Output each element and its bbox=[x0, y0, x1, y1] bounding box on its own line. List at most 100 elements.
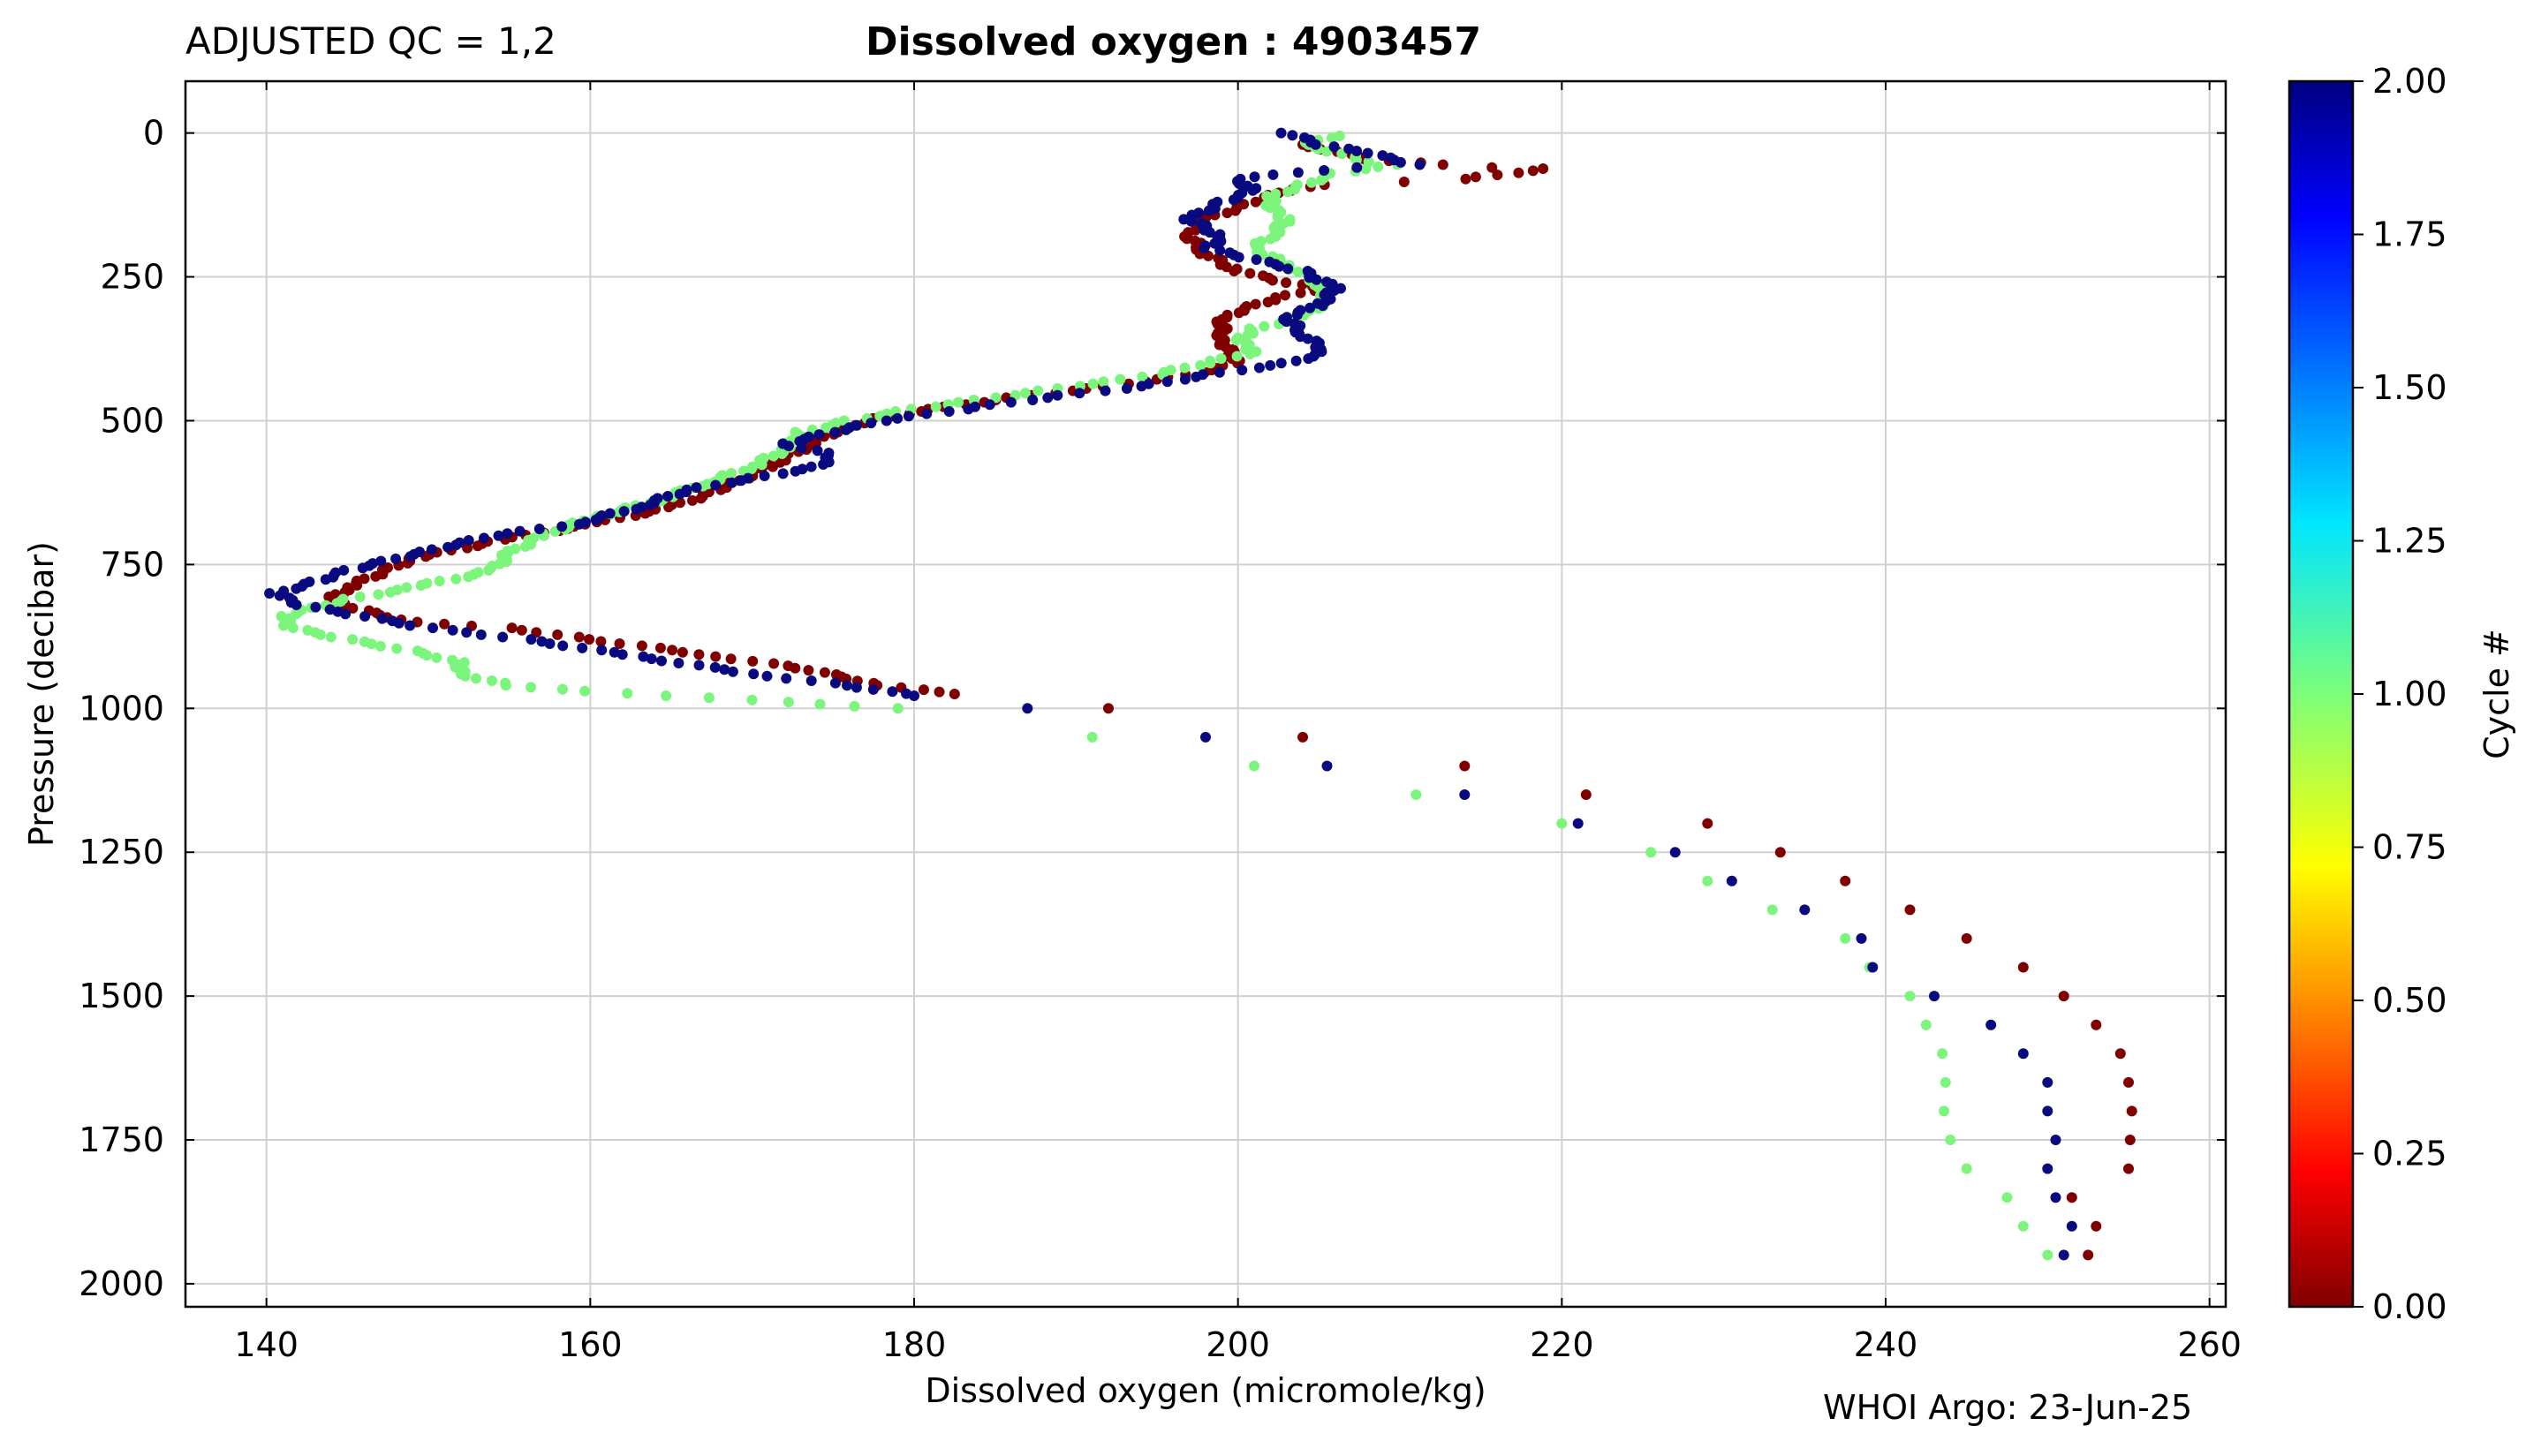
data-point bbox=[930, 401, 942, 412]
qc-label: ADJUSTED QC = 1,2 bbox=[185, 19, 556, 63]
data-point bbox=[1200, 731, 1211, 743]
y-tick-label: 1250 bbox=[79, 833, 164, 871]
data-point bbox=[1253, 362, 1265, 373]
data-point bbox=[391, 643, 403, 654]
data-point bbox=[442, 541, 454, 553]
data-point bbox=[1229, 205, 1241, 216]
data-point bbox=[1228, 194, 1239, 206]
data-point bbox=[1215, 353, 1227, 365]
data-point bbox=[842, 680, 852, 691]
data-point bbox=[421, 650, 433, 661]
data-point bbox=[1437, 159, 1448, 170]
data-point bbox=[675, 497, 685, 509]
data-point bbox=[2066, 1220, 2077, 1232]
data-point bbox=[1244, 348, 1256, 359]
data-point bbox=[1282, 186, 1294, 198]
data-point bbox=[573, 631, 585, 643]
data-point bbox=[2126, 1105, 2137, 1117]
data-point bbox=[1100, 385, 1111, 396]
data-point bbox=[352, 579, 363, 591]
data-point bbox=[514, 525, 526, 537]
data-point bbox=[1459, 760, 1471, 772]
colorbar-tick-label: 0.25 bbox=[2372, 1135, 2447, 1173]
y-tick-label: 250 bbox=[100, 258, 164, 297]
data-point bbox=[768, 450, 779, 462]
data-point bbox=[767, 461, 778, 472]
data-point bbox=[1265, 233, 1276, 245]
data-point bbox=[461, 627, 473, 638]
data-point bbox=[1074, 388, 1085, 399]
data-point bbox=[584, 634, 595, 645]
data-point bbox=[493, 530, 504, 541]
data-point bbox=[1398, 177, 1410, 187]
data-point bbox=[2114, 1048, 2126, 1060]
data-point bbox=[526, 682, 536, 693]
data-point bbox=[866, 418, 877, 429]
data-point bbox=[761, 670, 773, 682]
colorbar-tick-label: 0.75 bbox=[2372, 828, 2447, 867]
data-point bbox=[814, 698, 826, 710]
data-point bbox=[934, 686, 945, 698]
data-point bbox=[631, 503, 642, 515]
data-point bbox=[790, 662, 801, 674]
data-point bbox=[1297, 731, 1308, 743]
data-point bbox=[278, 620, 289, 631]
data-point bbox=[2123, 1163, 2134, 1174]
data-point bbox=[1414, 159, 1426, 170]
data-point bbox=[1267, 169, 1279, 180]
data-point bbox=[1321, 760, 1333, 772]
data-point bbox=[472, 540, 483, 552]
data-point bbox=[1274, 260, 1285, 272]
data-point bbox=[622, 688, 633, 699]
data-point bbox=[953, 396, 964, 408]
data-point bbox=[1291, 309, 1303, 321]
data-point bbox=[646, 653, 657, 665]
data-point bbox=[840, 424, 851, 435]
x-tick-label: 160 bbox=[558, 1325, 623, 1364]
data-point bbox=[450, 539, 462, 551]
credit-text: WHOI Argo: 23-Jun-25 bbox=[1823, 1388, 2193, 1427]
data-point bbox=[2017, 1048, 2029, 1060]
data-point bbox=[1904, 991, 1916, 1002]
data-point bbox=[1137, 371, 1148, 382]
data-point bbox=[376, 613, 388, 624]
y-tick-label: 2000 bbox=[79, 1264, 164, 1303]
series-0 bbox=[323, 139, 2137, 1261]
data-point bbox=[519, 541, 531, 552]
data-point bbox=[609, 646, 620, 658]
y-tick-label: 1000 bbox=[79, 689, 164, 728]
data-point bbox=[2017, 1220, 2029, 1232]
data-point bbox=[1373, 161, 1384, 172]
data-point bbox=[768, 658, 780, 669]
data-point bbox=[1191, 371, 1202, 382]
colorbar-tick-label: 1.50 bbox=[2372, 368, 2447, 407]
data-point bbox=[1032, 385, 1044, 396]
data-point bbox=[1306, 177, 1317, 188]
data-point bbox=[1310, 139, 1321, 150]
data-point bbox=[903, 411, 914, 422]
data-points bbox=[264, 127, 2137, 1261]
data-point bbox=[325, 631, 337, 643]
data-point bbox=[1538, 163, 1549, 174]
data-point bbox=[340, 608, 352, 620]
data-point bbox=[1203, 250, 1214, 261]
data-point bbox=[502, 528, 513, 539]
data-point bbox=[1920, 1019, 1932, 1030]
data-point bbox=[725, 653, 737, 665]
data-point bbox=[736, 475, 747, 487]
data-point bbox=[1290, 355, 1302, 366]
data-point bbox=[405, 551, 416, 562]
data-point bbox=[1136, 381, 1147, 392]
data-point bbox=[1292, 266, 1304, 277]
data-point bbox=[1233, 252, 1244, 263]
colorbar-tick-label: 1.25 bbox=[2372, 522, 2447, 561]
data-point bbox=[673, 658, 684, 668]
data-point bbox=[338, 564, 350, 576]
data-point bbox=[1985, 1019, 1997, 1030]
data-point bbox=[1311, 274, 1322, 285]
data-point bbox=[431, 652, 442, 663]
data-point bbox=[1221, 207, 1233, 219]
data-point bbox=[1121, 383, 1132, 394]
data-point bbox=[1203, 205, 1214, 216]
data-point bbox=[781, 673, 792, 684]
